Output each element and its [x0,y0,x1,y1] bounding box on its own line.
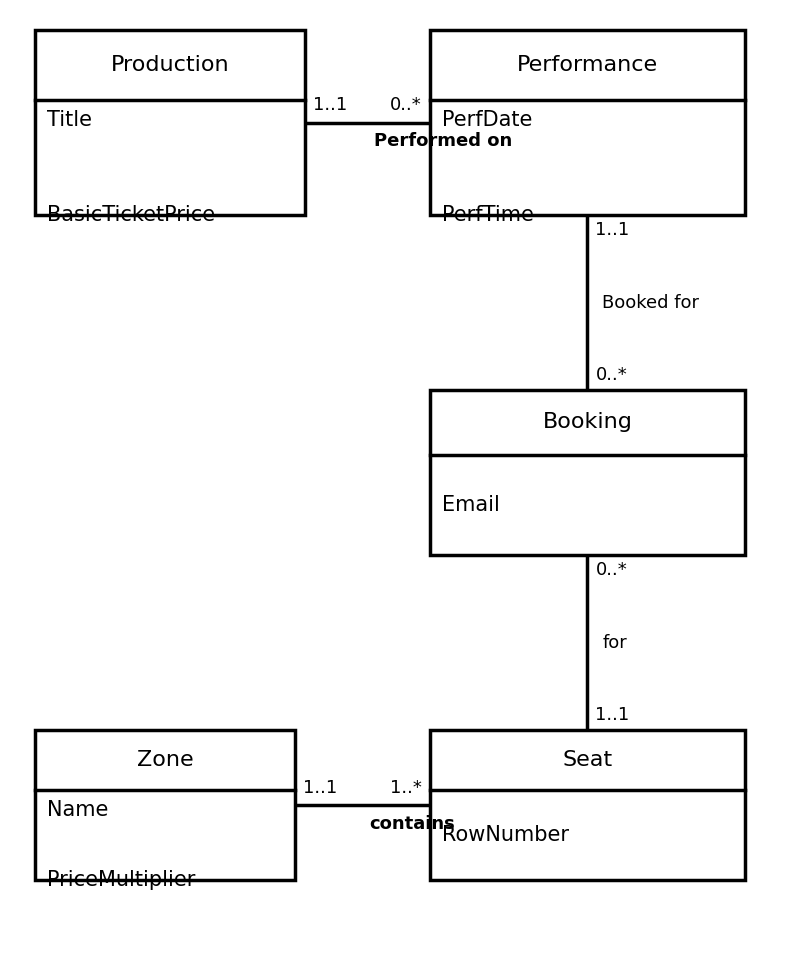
Text: PerfDate: PerfDate [442,110,533,130]
Bar [35,730,295,880]
Bar [430,390,745,555]
Bar [430,30,745,215]
Bar [35,30,305,215]
Text: Performed on: Performed on [374,132,512,151]
Text: 1..1: 1..1 [313,97,348,114]
Text: 1..*: 1..* [390,779,422,797]
Text: PriceMultiplier: PriceMultiplier [47,870,195,890]
Text: Seat: Seat [563,750,612,770]
Text: 1..1: 1..1 [596,706,630,724]
Text: for: for [603,634,627,652]
Text: 0..*: 0..* [596,366,627,384]
Text: Performance: Performance [517,55,658,75]
Text: RowNumber: RowNumber [442,825,569,845]
Text: 0..*: 0..* [390,97,422,114]
Text: Title: Title [47,110,92,130]
Text: Booked for: Booked for [603,294,700,311]
Text: contains: contains [370,815,455,833]
Text: Name: Name [47,800,109,820]
Text: BasicTicketPrice: BasicTicketPrice [47,205,215,225]
Text: Booking: Booking [543,413,633,433]
Text: Zone: Zone [136,750,193,770]
Text: 0..*: 0..* [596,561,627,579]
Text: PerfTime: PerfTime [442,205,534,225]
Text: 1..1: 1..1 [596,221,630,239]
Text: Email: Email [442,495,500,515]
Text: 1..1: 1..1 [303,779,337,797]
Text: Production: Production [110,55,229,75]
Bar [430,730,745,880]
